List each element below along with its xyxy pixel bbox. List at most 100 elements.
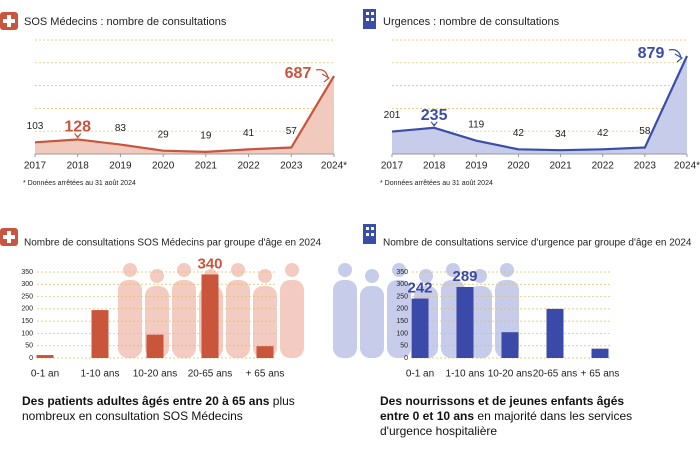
silhouette [419, 269, 433, 283]
x-tick-label: 0-1 an [406, 369, 434, 380]
y-tick-label: 100 [396, 330, 408, 337]
y-tick-label: 50 [25, 343, 33, 350]
y-tick-label: 200 [396, 306, 408, 313]
area [392, 56, 687, 154]
data-label: 119 [468, 119, 484, 130]
y-tick-label: 200 [21, 306, 33, 313]
y-tick-label: 150 [21, 318, 33, 325]
x-tick-label: 2023 [634, 161, 657, 172]
silhouette [150, 269, 164, 283]
data-label: 19 [200, 130, 212, 141]
x-tick-label: 20-65 ans [188, 369, 232, 380]
x-tick-label: + 65 ans [246, 369, 285, 380]
bar [456, 286, 474, 358]
hospital-icon [363, 224, 376, 244]
bar [501, 332, 519, 358]
x-tick-label: 2017 [381, 161, 404, 172]
medic-icon [0, 228, 18, 246]
caption: Des nourrissons et de jeunes enfants âgé… [380, 394, 650, 439]
x-tick-label: 2019 [109, 161, 132, 172]
footnote: * Données arrêtées au 31 août 2024 [23, 180, 136, 187]
y-tick-label: 300 [21, 281, 33, 288]
silhouette [253, 286, 277, 358]
x-tick-label: 2018 [67, 161, 90, 172]
y-tick-label: 0 [29, 355, 33, 362]
silhouette [177, 263, 191, 277]
arrow [315, 69, 331, 83]
caption-text: en majorité dans les services d'urgence … [380, 409, 633, 438]
caption: Des patients adultes âgés entre 20 à 65 … [22, 394, 302, 424]
highlight-label: 128 [64, 119, 91, 136]
silhouette [285, 263, 299, 277]
area [35, 76, 334, 154]
silhouette [226, 280, 250, 358]
y-tick-label: 300 [396, 281, 408, 288]
x-tick-label: 10-20 ans [488, 369, 532, 380]
highlight-label: 687 [285, 65, 312, 82]
x-tick-label: 10-20 ans [133, 369, 177, 380]
x-tick-label: + 65 ans [581, 369, 620, 380]
silhouette [387, 280, 411, 358]
arrow [74, 133, 82, 139]
silhouette [123, 263, 137, 277]
bar [146, 334, 164, 358]
highlight-label: 242 [407, 280, 432, 297]
silhouette [392, 263, 406, 277]
y-tick-label: 0 [404, 355, 408, 362]
data-label: 83 [115, 123, 127, 134]
data-label: 201 [384, 110, 401, 121]
x-tick-label: 2019 [465, 161, 488, 172]
silhouette [500, 263, 514, 277]
arrow [430, 121, 438, 127]
highlight-label: 289 [452, 268, 477, 285]
silhouette [172, 280, 196, 358]
silhouette [258, 269, 272, 283]
y-tick-label: 100 [21, 330, 33, 337]
data-label: 34 [555, 129, 567, 140]
data-label: 41 [243, 128, 255, 139]
x-tick-label: 2020 [507, 161, 530, 172]
chart-title: Nombre de consultations SOS Médecins par… [24, 238, 322, 249]
x-tick-label: 2021 [549, 161, 572, 172]
y-tick-label: 250 [396, 293, 408, 300]
silhouette [231, 263, 245, 277]
highlight-label: 340 [197, 255, 222, 272]
silhouette [280, 280, 304, 358]
x-tick-label: 2024* [321, 161, 347, 172]
caption-bold: Des nourrissons et de jeunes enfants âgé… [380, 394, 625, 423]
data-label: 103 [27, 121, 44, 132]
caption-bold: Des patients adultes âgés entre 20 à 65 … [22, 394, 270, 408]
bar [411, 298, 429, 358]
x-tick-label: 1-10 ans [81, 369, 120, 380]
y-tick-label: 350 [396, 269, 408, 276]
x-tick-label: 20-65 ans [533, 369, 577, 380]
x-tick-label: 2024* [674, 161, 700, 172]
caption-text: plus nombreux en consultation SOS Médeci… [22, 394, 295, 423]
x-tick-label: 2020 [152, 161, 175, 172]
bar [201, 274, 219, 358]
silhouette [333, 280, 357, 358]
x-tick-label: 1-10 ans [446, 369, 485, 380]
x-tick-label: 2022 [592, 161, 615, 172]
y-tick-label: 50 [400, 343, 408, 350]
medic-icon [0, 12, 18, 30]
x-tick-label: 2017 [24, 161, 47, 172]
bar [546, 308, 564, 358]
highlight-label: 879 [638, 45, 665, 62]
footnote: * Données arrêtées au 31 août 2024 [380, 180, 493, 187]
x-tick-label: 2021 [195, 161, 218, 172]
silhouette [338, 263, 352, 277]
silhouette [365, 269, 379, 283]
silhouette [118, 280, 142, 358]
data-label: 57 [286, 126, 298, 137]
data-label: 42 [597, 128, 609, 139]
x-tick-label: 2023 [280, 161, 303, 172]
y-tick-label: 150 [396, 318, 408, 325]
highlight-label: 235 [421, 107, 448, 124]
y-tick-label: 250 [21, 293, 33, 300]
x-tick-label: 0-1 an [31, 369, 59, 380]
arrow [668, 49, 684, 63]
bar [36, 355, 54, 358]
line [34, 75, 335, 153]
